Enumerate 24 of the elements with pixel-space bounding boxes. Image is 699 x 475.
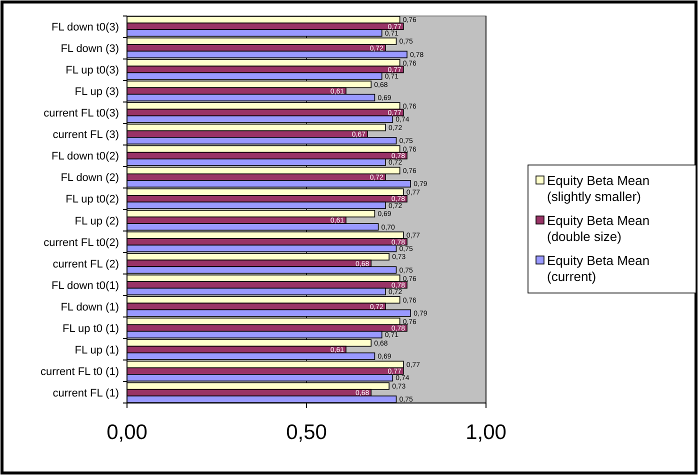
- x-tick-label: 0,00: [106, 421, 148, 444]
- y-tick-label: current FL t0(3): [44, 108, 119, 120]
- y-tick-label: current FL t0(2): [44, 236, 119, 249]
- y-tick-label: FL down (3): [60, 42, 119, 55]
- y-tick-label: current FL (3): [52, 129, 119, 142]
- y-tick-label: FL down t0(3): [52, 21, 119, 34]
- y-tick-label: FL up (3): [74, 86, 119, 98]
- legend-label: Equity Beta Mean (double size): [547, 213, 650, 244]
- y-tick-label: FL up t0(2): [66, 194, 119, 206]
- y-tick-label: current FL (1): [52, 388, 119, 400]
- y-tick-label: current FL (2): [52, 258, 119, 270]
- y-tick-label: FL down (2): [60, 172, 119, 184]
- y-tick-label: FL up t0 (1): [62, 323, 119, 336]
- y-tick-label: FL up (1): [74, 344, 119, 357]
- x-tick-label: 0,50: [286, 421, 327, 444]
- y-tick-label: FL down t0(2): [52, 150, 119, 163]
- legend-label: Equity Beta Mean (slightly smaller): [547, 173, 650, 204]
- x-tick-label: 1,00: [466, 421, 506, 444]
- y-tick-label: FL up (2): [74, 215, 119, 228]
- y-tick-label: FL down (1): [60, 301, 119, 314]
- y-tick-label: FL down t0(1): [52, 280, 119, 292]
- legend-label: Equity Beta Mean (current): [547, 253, 650, 284]
- y-tick-label: current FL t0 (1): [40, 366, 119, 378]
- y-tick-label: FL up t0(3): [66, 64, 119, 76]
